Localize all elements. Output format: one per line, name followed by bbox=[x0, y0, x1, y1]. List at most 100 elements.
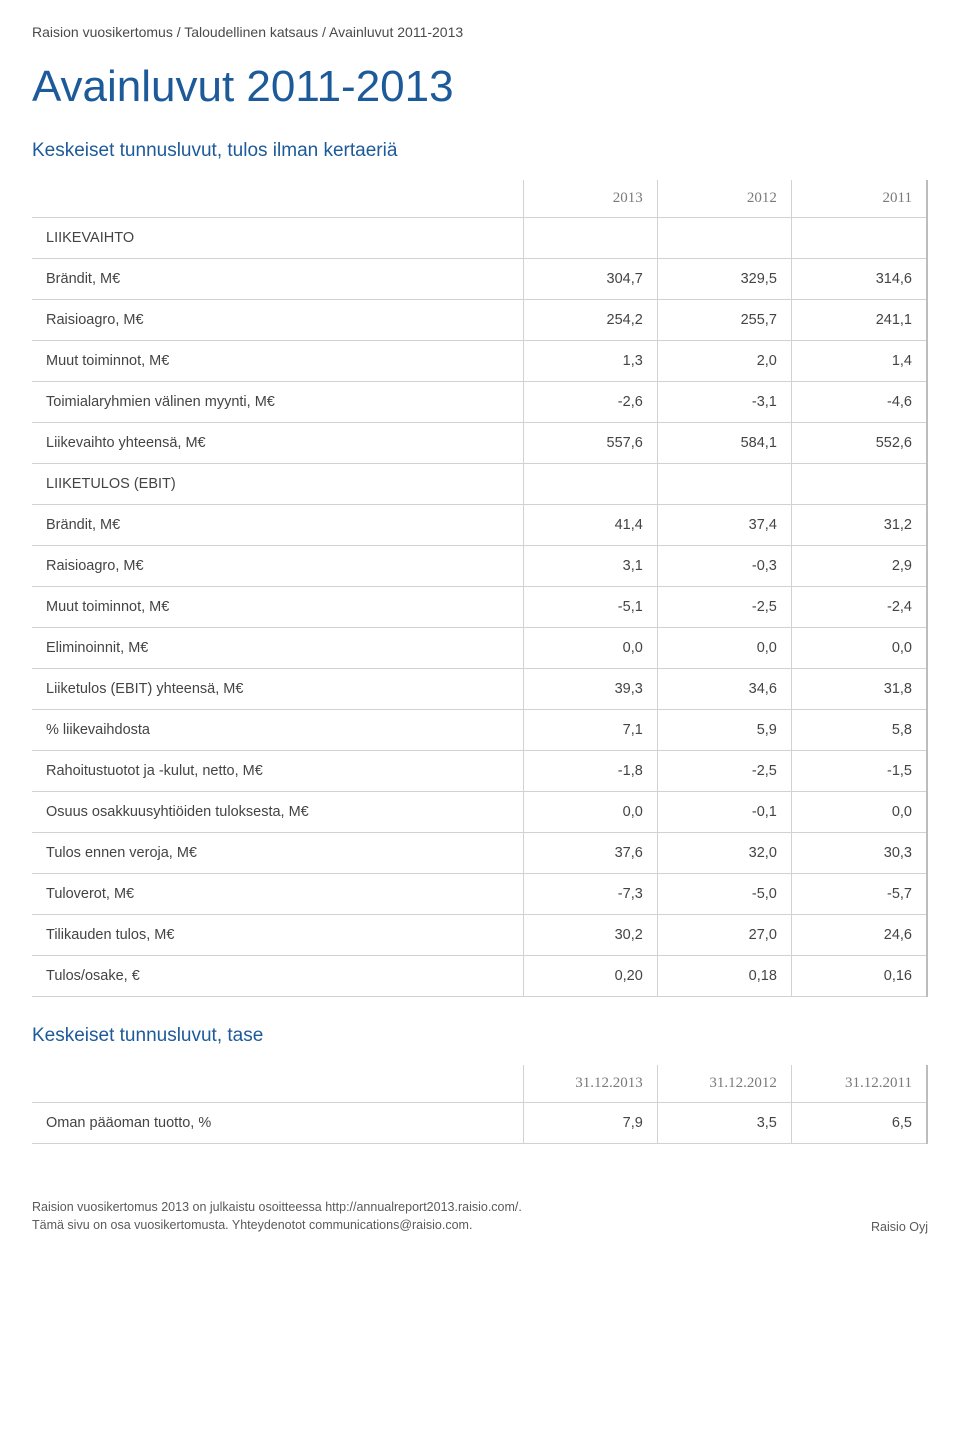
t1-cell: 3,1 bbox=[524, 545, 658, 586]
t1-cell: -7,3 bbox=[524, 873, 658, 914]
t1-cell: 31,8 bbox=[792, 668, 926, 709]
t1-row-label: Muut toiminnot, M€ bbox=[32, 586, 524, 627]
t1-row: Osuus osakkuusyhtiöiden tuloksesta, M€0,… bbox=[32, 791, 926, 832]
t1-row: Raisioagro, M€3,1-0,32,9 bbox=[32, 545, 926, 586]
t1-row-label: Raisioagro, M€ bbox=[32, 545, 524, 586]
t1-row-label: Liiketulos (EBIT) yhteensä, M€ bbox=[32, 668, 524, 709]
t1-cell: -2,4 bbox=[792, 586, 926, 627]
table1-header-row: 2013 2012 2011 bbox=[32, 180, 926, 217]
t1-cell: 37,6 bbox=[524, 832, 658, 873]
t1-cell: 552,6 bbox=[792, 422, 926, 463]
t1-row-label: Brändit, M€ bbox=[32, 258, 524, 299]
table2-h3: 31.12.2011 bbox=[792, 1065, 926, 1102]
t1-row-label: Toimialaryhmien välinen myynti, M€ bbox=[32, 381, 524, 422]
t1-cell: 5,9 bbox=[658, 709, 792, 750]
t1-cell: -5,7 bbox=[792, 873, 926, 914]
t1-cell: 2,9 bbox=[792, 545, 926, 586]
t1-cell: -2,5 bbox=[658, 750, 792, 791]
t1-cell: 7,1 bbox=[524, 709, 658, 750]
table1-subtitle: Keskeiset tunnusluvut, tulos ilman kerta… bbox=[32, 140, 928, 162]
t1-cell: 0,16 bbox=[792, 955, 926, 997]
t1-row: LIIKEVAIHTO bbox=[32, 217, 926, 258]
t1-cell: 0,0 bbox=[524, 627, 658, 668]
t1-cell: 241,1 bbox=[792, 299, 926, 340]
t1-cell: -0,3 bbox=[658, 545, 792, 586]
t1-row: Tulos ennen veroja, M€37,632,030,3 bbox=[32, 832, 926, 873]
t1-cell: 30,3 bbox=[792, 832, 926, 873]
t1-row: Liikevaihto yhteensä, M€557,6584,1552,6 bbox=[32, 422, 926, 463]
t1-cell: -4,6 bbox=[792, 381, 926, 422]
t1-cell bbox=[524, 463, 658, 504]
t1-cell: -1,8 bbox=[524, 750, 658, 791]
table1-wrap: 2013 2012 2011 LIIKEVAIHTOBrändit, M€304… bbox=[32, 180, 928, 997]
t1-cell: 37,4 bbox=[658, 504, 792, 545]
table2-subtitle: Keskeiset tunnusluvut, tase bbox=[32, 1025, 928, 1047]
footer-line2: Tämä sivu on osa vuosikertomusta. Yhteyd… bbox=[32, 1218, 472, 1232]
footer-line1: Raision vuosikertomus 2013 on julkaistu … bbox=[32, 1200, 522, 1214]
table2-h0 bbox=[32, 1065, 524, 1102]
t1-row: Eliminoinnit, M€0,00,00,0 bbox=[32, 627, 926, 668]
t1-cell: 31,2 bbox=[792, 504, 926, 545]
t1-cell: 0,20 bbox=[524, 955, 658, 997]
breadcrumb: Raision vuosikertomus / Taloudellinen ka… bbox=[32, 24, 928, 40]
t1-cell: 0,0 bbox=[792, 791, 926, 832]
footer-company: Raisio Oyj bbox=[871, 1220, 928, 1234]
t1-row: LIIKETULOS (EBIT) bbox=[32, 463, 926, 504]
t1-row: % liikevaihdosta7,15,95,8 bbox=[32, 709, 926, 750]
t1-cell: 329,5 bbox=[658, 258, 792, 299]
t2-row: Oman pääoman tuotto, %7,93,56,5 bbox=[32, 1102, 926, 1144]
t1-row: Tuloverot, M€-7,3-5,0-5,7 bbox=[32, 873, 926, 914]
t1-cell bbox=[792, 217, 926, 258]
t1-row-label: Raisioagro, M€ bbox=[32, 299, 524, 340]
t1-cell: 39,3 bbox=[524, 668, 658, 709]
t1-cell: 0,18 bbox=[658, 955, 792, 997]
t1-cell: 30,2 bbox=[524, 914, 658, 955]
page-footer: Raision vuosikertomus 2013 on julkaistu … bbox=[0, 1198, 960, 1248]
t1-row-label: % liikevaihdosta bbox=[32, 709, 524, 750]
t2-cell: 6,5 bbox=[792, 1102, 926, 1144]
t1-row-label: Rahoitustuotot ja -kulut, netto, M€ bbox=[32, 750, 524, 791]
t1-row-label: Tulos ennen veroja, M€ bbox=[32, 832, 524, 873]
t1-row: Raisioagro, M€254,2255,7241,1 bbox=[32, 299, 926, 340]
t1-row: Brändit, M€41,437,431,2 bbox=[32, 504, 926, 545]
t1-row-label: Tuloverot, M€ bbox=[32, 873, 524, 914]
t1-cell bbox=[658, 463, 792, 504]
t1-cell: 0,0 bbox=[524, 791, 658, 832]
t1-cell: -5,0 bbox=[658, 873, 792, 914]
t1-cell: 41,4 bbox=[524, 504, 658, 545]
table2-h2: 31.12.2012 bbox=[658, 1065, 792, 1102]
t1-row-label: LIIKEVAIHTO bbox=[32, 217, 524, 258]
t1-row: Liiketulos (EBIT) yhteensä, M€39,334,631… bbox=[32, 668, 926, 709]
table1-h0 bbox=[32, 180, 524, 217]
t1-cell: -2,5 bbox=[658, 586, 792, 627]
t1-cell: 5,8 bbox=[792, 709, 926, 750]
t1-cell: 304,7 bbox=[524, 258, 658, 299]
t2-cell: 7,9 bbox=[524, 1102, 658, 1144]
t1-cell: 24,6 bbox=[792, 914, 926, 955]
t1-cell: -3,1 bbox=[658, 381, 792, 422]
t1-cell: 254,2 bbox=[524, 299, 658, 340]
table2-h1: 31.12.2013 bbox=[524, 1065, 658, 1102]
t1-row: Muut toiminnot, M€-5,1-2,5-2,4 bbox=[32, 586, 926, 627]
t1-cell: -1,5 bbox=[792, 750, 926, 791]
t1-row: Brändit, M€304,7329,5314,6 bbox=[32, 258, 926, 299]
t1-cell: 584,1 bbox=[658, 422, 792, 463]
t1-cell bbox=[658, 217, 792, 258]
table1-h3: 2011 bbox=[792, 180, 926, 217]
t1-cell: 32,0 bbox=[658, 832, 792, 873]
table1-h1: 2013 bbox=[524, 180, 658, 217]
t1-cell: 2,0 bbox=[658, 340, 792, 381]
table2-header-row: 31.12.2013 31.12.2012 31.12.2011 bbox=[32, 1065, 926, 1102]
t1-cell: -5,1 bbox=[524, 586, 658, 627]
t1-row-label: LIIKETULOS (EBIT) bbox=[32, 463, 524, 504]
page-title: Avainluvut 2011-2013 bbox=[32, 62, 928, 112]
t1-cell: 1,4 bbox=[792, 340, 926, 381]
t1-row-label: Muut toiminnot, M€ bbox=[32, 340, 524, 381]
t1-cell: 255,7 bbox=[658, 299, 792, 340]
t1-row-label: Liikevaihto yhteensä, M€ bbox=[32, 422, 524, 463]
t1-row-label: Tilikauden tulos, M€ bbox=[32, 914, 524, 955]
table2-wrap: 31.12.2013 31.12.2012 31.12.2011 Oman pä… bbox=[32, 1065, 928, 1144]
t1-cell bbox=[524, 217, 658, 258]
t1-row-label: Tulos/osake, € bbox=[32, 955, 524, 997]
table1-h2: 2012 bbox=[658, 180, 792, 217]
